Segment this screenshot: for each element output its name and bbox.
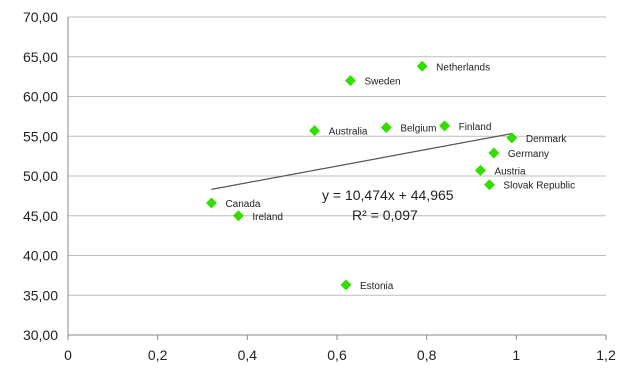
data-point: [474, 164, 486, 176]
data-point: [309, 125, 321, 137]
data-point-label: Germany: [508, 149, 549, 160]
data-point: [416, 60, 428, 72]
data-point-label: Ireland: [252, 212, 283, 223]
y-tick-label: 65,00: [23, 49, 58, 65]
data-point-label: Estonia: [360, 281, 394, 292]
data-point-label: Australia: [329, 127, 368, 138]
y-tick-label: 55,00: [23, 128, 58, 144]
annotations: y = 10,474x + 44,965 R² = 0,097: [322, 187, 454, 223]
x-tick-label: 0,4: [238, 347, 258, 363]
data-point-label: Slovak Republic: [503, 181, 575, 192]
x-tick-label: 1: [512, 347, 520, 363]
y-tick-label: 40,00: [23, 248, 58, 264]
grid-lines: [68, 16, 606, 296]
y-tick-label: 50,00: [23, 168, 58, 184]
y-tick-label: 60,00: [23, 89, 58, 105]
data-point-label: Finland: [459, 122, 492, 133]
x-tick-label: 1,2: [596, 347, 616, 363]
axes: 30,00 35,00 40,00 45,00 50,00 55,00 60,00 65,00…: [23, 9, 616, 363]
y-tick-label: 35,00: [23, 287, 58, 303]
data-point: [340, 279, 352, 291]
data-point: [205, 197, 217, 209]
x-tick-label: 0,2: [148, 347, 168, 363]
data-points: Netherlands Sweden Australia Belgium Finland…: [205, 60, 575, 292]
data-point-label: Netherlands: [436, 62, 490, 73]
trendline-r-squared: R² = 0,097: [352, 207, 418, 223]
y-tick-label: 30,00: [23, 327, 58, 343]
trendline: [211, 133, 512, 190]
y-tick-label: 70,00: [23, 9, 58, 25]
data-point: [344, 75, 356, 87]
data-point: [439, 120, 451, 132]
trendline-group: [211, 133, 512, 190]
x-tick-label: 0: [64, 347, 72, 363]
x-tick-label: 0,6: [327, 347, 347, 363]
data-point: [488, 147, 500, 159]
data-point: [380, 122, 392, 134]
data-point-label: Denmark: [526, 134, 568, 145]
x-tick-label: 0,8: [417, 347, 437, 363]
data-point-label: Belgium: [400, 124, 436, 135]
data-point-label: Sweden: [364, 77, 400, 88]
data-point-label: Canada: [225, 199, 260, 210]
trendline-equation: y = 10,474x + 44,965: [322, 187, 454, 203]
data-point: [232, 210, 244, 222]
y-tick-label: 45,00: [23, 208, 58, 224]
data-point: [506, 132, 518, 144]
data-point: [483, 179, 495, 191]
data-point-label: Austria: [494, 166, 526, 177]
